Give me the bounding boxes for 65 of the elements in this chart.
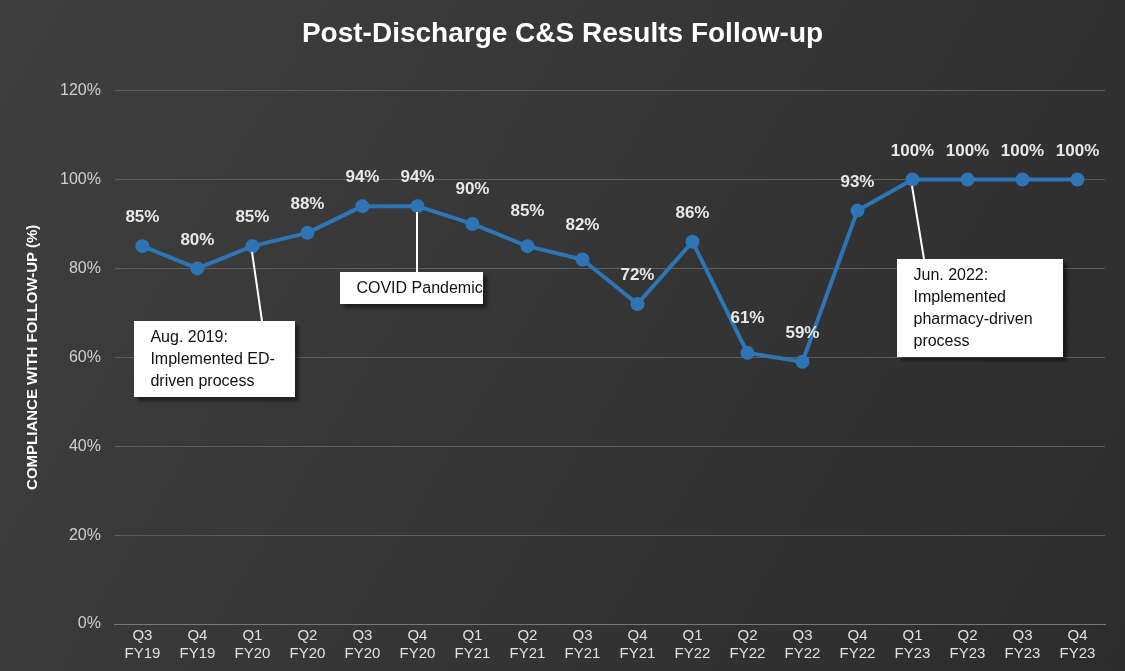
- x-tick-label: Q4 FY20: [399, 626, 436, 662]
- y-tick-label: 20%: [68, 525, 101, 543]
- point: [685, 234, 700, 249]
- data-label: 90%: [455, 179, 490, 199]
- point: [410, 199, 425, 214]
- y-tick-label: 100%: [60, 169, 101, 187]
- x-tick-label: Q1 FY21: [454, 626, 491, 662]
- data-label: 85%: [125, 207, 160, 227]
- data-label: 100%: [1000, 140, 1045, 160]
- x-tick-label: Q4 FY22: [839, 626, 876, 662]
- annotation: Jun. 2022: Implemented pharmacy-driven process: [897, 258, 1064, 357]
- point: [245, 239, 260, 254]
- point: [135, 239, 150, 254]
- y-tick-label: 40%: [68, 436, 101, 454]
- point: [630, 296, 645, 311]
- x-tick-label: Q3 FY19: [124, 626, 161, 662]
- point: [575, 252, 590, 267]
- x-tick-label: Q3 FY20: [344, 626, 381, 662]
- point: [465, 216, 480, 231]
- point: [795, 354, 810, 369]
- point: [1015, 172, 1030, 187]
- y-tick-label: 60%: [68, 347, 101, 365]
- point: [1070, 172, 1085, 187]
- point: [850, 203, 865, 218]
- x-tick-label: Q2 FY20: [289, 626, 326, 662]
- y-tick-label: 0%: [77, 614, 101, 632]
- data-label: 93%: [840, 171, 875, 191]
- point: [355, 199, 370, 214]
- x-tick-label: Q3 FY21: [564, 626, 601, 662]
- data-label: 85%: [510, 201, 545, 221]
- x-tick-label: Q4 FY21: [619, 626, 656, 662]
- data-label: 61%: [730, 308, 765, 328]
- annotation: COVID Pandemic: [340, 272, 484, 305]
- annotation: Aug. 2019: Implemented ED- driven process: [134, 321, 296, 398]
- point: [905, 172, 920, 187]
- data-label: 80%: [180, 229, 215, 249]
- data-label: 86%: [675, 202, 710, 222]
- x-tick-label: Q2 FY23: [949, 626, 986, 662]
- data-label: 100%: [890, 140, 935, 160]
- x-tick-label: Q4 FY19: [179, 626, 216, 662]
- data-label: 72%: [620, 265, 655, 285]
- x-tick-label: Q1 FY20: [234, 626, 271, 662]
- point: [520, 239, 535, 254]
- x-tick-label: Q1 FY22: [674, 626, 711, 662]
- data-label: 100%: [945, 140, 990, 160]
- x-tick-label: Q3 FY23: [1004, 626, 1041, 662]
- point: [740, 345, 755, 360]
- x-tick-label: Q1 FY23: [894, 626, 931, 662]
- point: [190, 261, 205, 276]
- point: [960, 172, 975, 187]
- x-tick-label: Q2 FY21: [509, 626, 546, 662]
- data-label: 100%: [1055, 140, 1100, 160]
- chart-title: Post-Discharge C&S Results Follow-up: [301, 16, 824, 48]
- x-tick-label: Q4 FY23: [1059, 626, 1096, 662]
- y-tick-label: 120%: [60, 81, 101, 99]
- y-axis-title: COMPLIANCE WITH FOLLOW-UP (%): [23, 224, 41, 490]
- data-label: 94%: [345, 167, 380, 187]
- y-tick-label: 80%: [68, 258, 101, 276]
- x-tick-label: Q3 FY22: [784, 626, 821, 662]
- point: [300, 225, 315, 240]
- data-label: 82%: [565, 214, 600, 234]
- x-tick-label: Q2 FY22: [729, 626, 766, 662]
- data-label: 94%: [400, 167, 435, 187]
- data-label: 85%: [235, 207, 270, 227]
- data-label: 88%: [290, 194, 325, 214]
